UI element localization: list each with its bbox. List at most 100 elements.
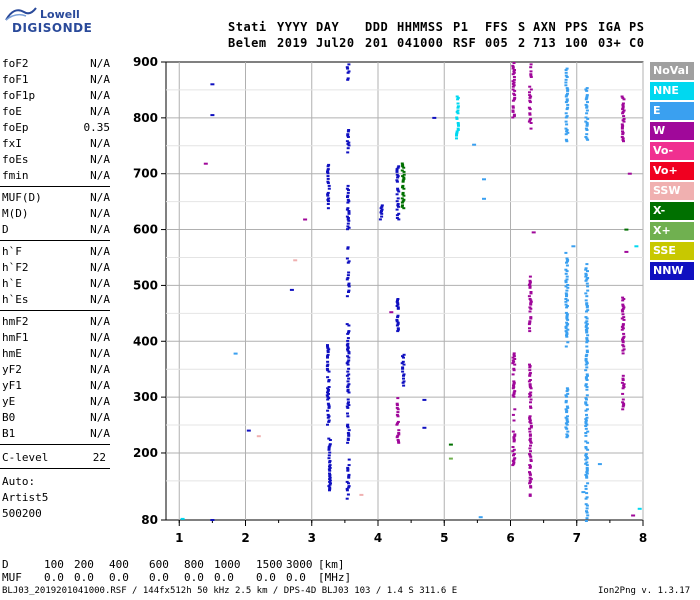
echo-mark: [346, 441, 350, 444]
echo-mark: [402, 374, 405, 377]
echo-mark: [564, 292, 568, 295]
auto-scaling-text: Artist5: [2, 491, 49, 504]
echo-mark: [565, 129, 569, 131]
echo-mark: [346, 247, 350, 250]
echo-mark: [347, 141, 351, 144]
echo-mark: [346, 147, 350, 150]
echo-mark: [346, 370, 350, 373]
echo-point: [482, 197, 486, 200]
echo-mark: [621, 310, 625, 313]
echo-mark: [346, 228, 349, 231]
echo-mark: [620, 123, 624, 126]
echo-mark: [565, 314, 569, 317]
echo-mark: [326, 395, 330, 398]
echo-mark: [326, 180, 330, 183]
echo-mark: [529, 450, 532, 453]
echo-mark: [529, 299, 533, 302]
echo-mark: [380, 205, 384, 208]
echo-mark: [326, 207, 330, 210]
echo-mark: [622, 115, 626, 118]
echo-mark: [327, 348, 331, 351]
echo-mark: [396, 299, 399, 302]
echo-point: [597, 463, 602, 466]
param-value: N/A: [90, 223, 110, 236]
echo-mark: [346, 363, 350, 366]
echo-point: [210, 83, 215, 86]
echo-mark: [328, 480, 332, 483]
echo-mark: [511, 106, 515, 109]
echo-mark: [565, 295, 568, 298]
echo-mark: [396, 314, 400, 317]
echo-mark: [326, 194, 330, 197]
param-name: B0: [2, 411, 16, 424]
echo-mark: [528, 430, 532, 433]
echo-mark: [529, 401, 532, 404]
echo-mark: [584, 440, 588, 443]
echo-mark: [529, 66, 533, 69]
ionogram-plot: 1 2 3 4 5 6 7 8 80 200 300 400 500 600 700 800 900: [133, 55, 647, 545]
header-label: PPS: [565, 20, 589, 34]
echo-mark: [345, 215, 349, 218]
echo-mark: [396, 397, 400, 400]
echo-mark: [401, 180, 405, 183]
echo-mark: [585, 305, 589, 307]
muf-value: 0.0: [184, 571, 204, 584]
echo-mark: [585, 109, 589, 112]
echo-mark: [622, 98, 626, 101]
echo-mark: [528, 275, 532, 278]
d-value: 100: [44, 558, 64, 571]
param-row: fmin N/A: [2, 169, 110, 185]
echo-mark: [565, 98, 569, 101]
echo-mark: [621, 102, 625, 105]
echo-mark: [326, 402, 330, 405]
echo-mark: [401, 179, 405, 182]
echo-mark: [346, 426, 350, 429]
param-row-clevel: C-level 22: [2, 451, 110, 467]
param-row: B1 N/A: [2, 427, 110, 443]
echo-mark: [511, 67, 515, 70]
param-value: N/A: [90, 331, 110, 344]
echo-mark: [511, 64, 515, 67]
echo-mark: [397, 429, 401, 432]
echo-mark: [327, 392, 330, 395]
echo-mark: [328, 486, 332, 489]
d-value: 3000: [286, 558, 313, 571]
echo-mark: [346, 402, 350, 405]
echo-mark: [327, 200, 330, 203]
echo-mark: [584, 355, 588, 358]
echo-mark: [396, 175, 400, 178]
param-name: foF1p: [2, 89, 36, 102]
echo-mark: [585, 360, 589, 363]
echo-mark: [528, 415, 532, 418]
echo-mark: [395, 300, 399, 303]
echo-mark: [529, 426, 533, 429]
param-name: D: [2, 223, 9, 236]
echo-mark: [585, 504, 589, 507]
echo-mark: [511, 109, 515, 112]
echo-mark: [511, 460, 515, 462]
echo-mark: [529, 441, 533, 444]
echo-mark: [584, 419, 588, 422]
echo-mark: [346, 390, 350, 393]
echo-mark: [564, 281, 568, 284]
echo-mark: [621, 108, 625, 111]
echo-mark: [346, 143, 350, 145]
echo-mark: [346, 67, 350, 70]
echo-mark: [328, 483, 332, 486]
echo-mark: [455, 117, 459, 120]
param-value: N/A: [90, 379, 110, 392]
echo-mark: [528, 108, 532, 111]
echo-mark: [528, 479, 532, 482]
echo-mark: [584, 363, 588, 366]
header-label: HHMMSS: [397, 20, 444, 34]
echo-mark: [564, 138, 568, 141]
echo-mark: [585, 496, 589, 499]
echo-mark: [326, 345, 329, 348]
legend-item: SSE: [650, 242, 694, 260]
echo-mark: [565, 305, 569, 307]
echo-mark: [402, 173, 406, 176]
echo-mark: [585, 413, 588, 416]
echo-mark: [456, 102, 460, 105]
header-label: YYYY: [277, 20, 308, 34]
echo-mark: [529, 300, 533, 303]
